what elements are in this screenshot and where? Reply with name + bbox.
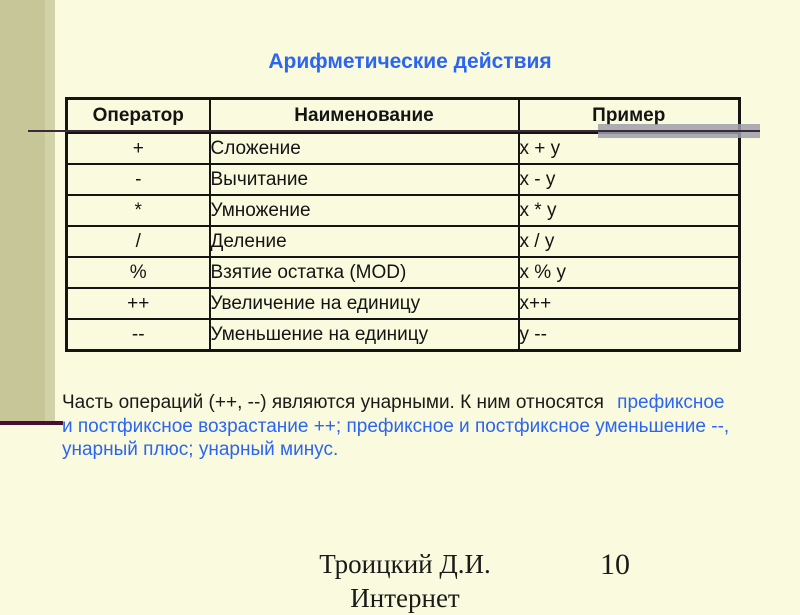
table-cell-name: Деление xyxy=(208,225,520,258)
table-cell-operator: ++ xyxy=(65,287,211,320)
sidebar-accent-bar xyxy=(0,0,55,421)
table-row: -- Уменьшение на единицу y -- xyxy=(65,318,741,352)
table-cell-example: x + y xyxy=(517,132,741,165)
table-cell-operator: - xyxy=(65,163,211,196)
table-cell-operator: -- xyxy=(65,318,211,352)
table-cell-example: x / y xyxy=(517,225,741,258)
paragraph-blue-text: префиксное xyxy=(617,392,725,413)
table-row: * Умножение x * y xyxy=(65,194,741,227)
table-cell-operator: % xyxy=(65,256,211,289)
column-header-name: Наименование xyxy=(208,97,520,134)
table-cell-name: Вычитание xyxy=(208,163,520,196)
table-cell-example: x * y xyxy=(517,194,741,227)
table-row: % Взятие остатка (MOD) x % y xyxy=(65,256,741,289)
table-cell-operator: / xyxy=(65,225,211,258)
table-row: + Сложение x + y xyxy=(65,132,741,165)
table-row: ++ Увеличение на единицу x++ xyxy=(65,287,741,320)
table-cell-name: Сложение xyxy=(208,132,520,165)
table-cell-name: Уменьшение на единицу xyxy=(208,318,520,352)
table-row: - Вычитание x - y xyxy=(65,163,741,196)
sidebar-accent-bar-edge xyxy=(45,0,55,421)
footer-author: Троицкий Д.И. Интернет xyxy=(295,547,515,615)
table-cell-operator: + xyxy=(65,132,211,165)
sidebar-maroon-underline xyxy=(0,421,63,425)
paragraph-black-text: Часть операций (++, --) являются унарным… xyxy=(62,392,604,413)
table-cell-example: x++ xyxy=(517,287,741,320)
paragraph-line-1: Часть операций (++, --) являются унарным… xyxy=(62,391,772,415)
page-number: 10 xyxy=(600,548,630,581)
column-header-operator: Оператор xyxy=(65,97,211,134)
paragraph-line-2: и постфиксное возрастание ++; префиксное… xyxy=(62,415,730,437)
body-paragraph: Часть операций (++, --) являются унарным… xyxy=(62,391,772,462)
slide-title: Арифметические действия xyxy=(268,50,552,73)
header-divider-line xyxy=(28,130,760,132)
slide-background: { "slide": { "title": "Арифметические де… xyxy=(0,0,772,613)
table-row: / Деление x / y xyxy=(65,225,741,258)
paragraph-line-3: унарный плюс; унарный минус. xyxy=(62,439,339,460)
table-cell-example: x - y xyxy=(517,163,741,196)
table-cell-name: Увеличение на единицу xyxy=(208,287,520,320)
operators-table: Оператор Наименование Пример + Сложение … xyxy=(65,97,741,352)
footer-author-name: Троицкий Д.И. xyxy=(319,549,491,579)
table-cell-operator: * xyxy=(65,194,211,227)
table-cell-name: Взятие остатка (MOD) xyxy=(208,256,520,289)
footer-author-line2: Интернет xyxy=(350,583,460,613)
table-cell-name: Умножение xyxy=(208,194,520,227)
table-cell-example: y -- xyxy=(517,318,741,352)
table-cell-example: x % y xyxy=(517,256,741,289)
